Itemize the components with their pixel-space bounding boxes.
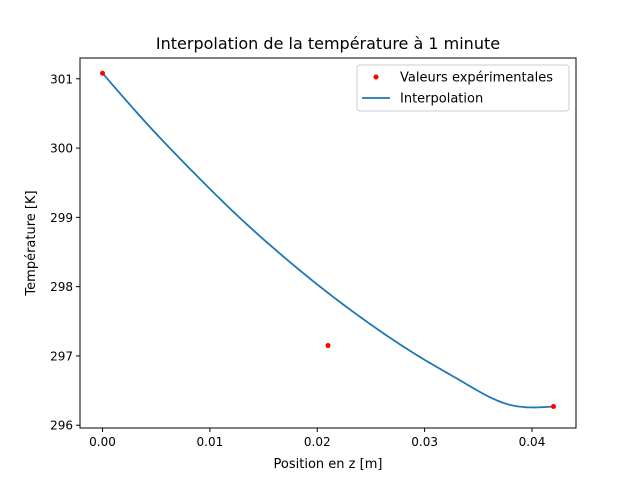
chart-title: Interpolation de la température à 1 minu… xyxy=(156,34,500,53)
legend: Valeurs expérimentales Interpolation xyxy=(356,64,570,112)
y-axis: 296 297 298 299 300 301 xyxy=(50,72,80,433)
y-tick-label: 297 xyxy=(50,349,73,363)
plot-area xyxy=(100,70,556,410)
data-point-experimental xyxy=(325,343,331,349)
y-tick-label: 301 xyxy=(50,72,73,86)
x-tick-label: 0.02 xyxy=(304,435,331,449)
x-tick-label: 0.01 xyxy=(197,435,224,449)
legend-label-scatter: Valeurs expérimentales xyxy=(400,71,553,86)
series-line-interpolation xyxy=(101,72,554,409)
y-tick-label: 299 xyxy=(50,211,73,225)
y-tick-label: 300 xyxy=(50,142,73,156)
plot-frame xyxy=(79,57,577,429)
legend-marker-scatter xyxy=(373,74,379,80)
y-tick-label: 296 xyxy=(50,419,73,433)
x-axis-label: Position en z [m] xyxy=(274,457,383,472)
y-tick-label: 298 xyxy=(50,280,73,294)
legend-label-line: Interpolation xyxy=(400,92,483,107)
x-axis: 0.00 0.01 0.02 0.03 0.04 xyxy=(89,428,545,449)
x-tick-label: 0.03 xyxy=(411,435,438,449)
legend-box xyxy=(356,64,570,112)
x-tick-label: 0.04 xyxy=(519,435,546,449)
x-tick-label: 0.00 xyxy=(89,435,116,449)
data-point-experimental xyxy=(550,404,556,410)
y-axis-label: Température [K] xyxy=(24,190,39,296)
data-point-experimental xyxy=(100,70,106,76)
